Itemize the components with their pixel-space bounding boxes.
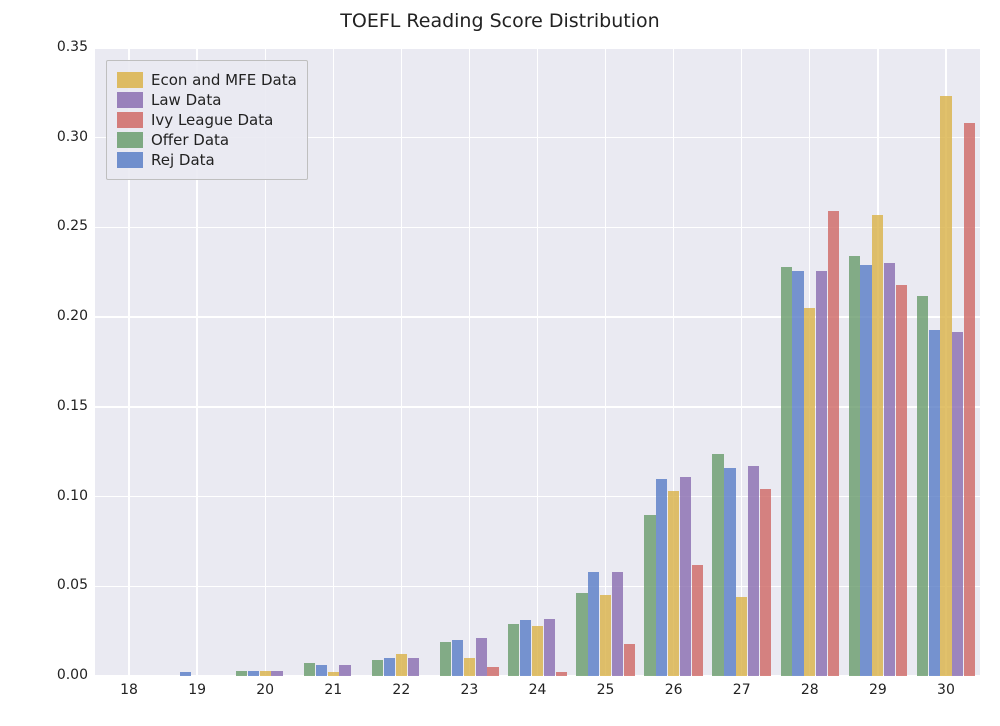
y-tick-label: 0.20 (40, 308, 88, 324)
legend-label: Ivy League Data (151, 111, 273, 129)
bar-econ (328, 672, 339, 676)
bar-ivy (624, 644, 635, 676)
legend-label: Rej Data (151, 151, 215, 169)
x-tick-label: 22 (381, 682, 421, 698)
bar-rej (656, 479, 667, 676)
x-tick-label: 21 (313, 682, 353, 698)
legend-swatch (117, 92, 143, 108)
bar-econ (532, 626, 543, 676)
x-tick-label: 25 (586, 682, 626, 698)
bar-offer (849, 256, 860, 676)
y-tick-label: 0.00 (40, 667, 88, 683)
bar-offer (372, 660, 383, 676)
bar-offer (712, 454, 723, 676)
bar-econ (736, 597, 747, 676)
bar-rej (248, 671, 259, 676)
bar-offer (917, 296, 928, 676)
bar-econ (872, 215, 883, 676)
y-tick-label: 0.05 (40, 577, 88, 593)
bar-ivy (760, 489, 771, 676)
bar-offer (508, 624, 519, 676)
bar-rej (588, 572, 599, 676)
bar-offer (440, 642, 451, 676)
bar-law (544, 619, 555, 676)
grid-line-v (333, 48, 334, 676)
bar-offer (781, 267, 792, 676)
x-tick-label: 24 (518, 682, 558, 698)
legend-item-offer: Offer Data (117, 131, 297, 149)
bar-offer (644, 515, 655, 676)
bar-econ (668, 491, 679, 676)
bar-rej (384, 658, 395, 676)
bar-offer (236, 671, 247, 676)
bar-rej (929, 330, 940, 676)
legend-swatch (117, 72, 143, 88)
grid-line-v (537, 48, 538, 676)
x-tick-label: 28 (790, 682, 830, 698)
toefl-reading-chart: TOEFL Reading Score Distribution 0.00 0.0… (0, 0, 1000, 726)
y-tick-label: 0.15 (40, 398, 88, 414)
legend-swatch (117, 152, 143, 168)
legend-label: Econ and MFE Data (151, 71, 297, 89)
grid-line-v (469, 48, 470, 676)
legend-item-rej: Rej Data (117, 151, 297, 169)
legend-label: Offer Data (151, 131, 229, 149)
y-tick-label: 0.35 (40, 39, 88, 55)
bar-law (952, 332, 963, 677)
x-tick-label: 19 (177, 682, 217, 698)
bar-law (339, 665, 350, 676)
legend-item-ivy: Ivy League Data (117, 111, 297, 129)
bar-law (884, 263, 895, 676)
bar-rej (316, 665, 327, 676)
y-tick-label: 0.30 (40, 129, 88, 145)
y-tick-label: 0.10 (40, 488, 88, 504)
bar-rej (520, 620, 531, 676)
x-tick-label: 27 (722, 682, 762, 698)
grid-line-v (741, 48, 742, 676)
bar-ivy (964, 123, 975, 676)
bar-rej (452, 640, 463, 676)
bar-offer (304, 663, 315, 676)
bar-rej (724, 468, 735, 676)
legend-item-econ: Econ and MFE Data (117, 71, 297, 89)
bar-econ (804, 308, 815, 676)
bar-ivy (828, 211, 839, 676)
bar-econ (600, 595, 611, 676)
bar-law (408, 658, 419, 676)
y-tick-label: 0.25 (40, 218, 88, 234)
bar-law (748, 466, 759, 676)
x-tick-label: 23 (449, 682, 489, 698)
bar-econ (396, 654, 407, 676)
bar-rej (792, 271, 803, 677)
bar-law (680, 477, 691, 676)
x-tick-label: 29 (858, 682, 898, 698)
legend-swatch (117, 112, 143, 128)
bar-law (271, 671, 282, 676)
bar-law (476, 638, 487, 676)
bar-ivy (692, 565, 703, 676)
bar-law (816, 271, 827, 677)
x-tick-label: 18 (109, 682, 149, 698)
grid-line-v (605, 48, 606, 676)
bar-rej (860, 265, 871, 676)
legend-item-law: Law Data (117, 91, 297, 109)
bar-econ (464, 658, 475, 676)
bar-ivy (487, 667, 498, 676)
x-tick-label: 26 (654, 682, 694, 698)
bar-law (612, 572, 623, 676)
bar-rej (180, 672, 191, 676)
bar-econ (260, 671, 271, 676)
legend-label: Law Data (151, 91, 221, 109)
bar-ivy (896, 285, 907, 676)
bar-ivy (556, 672, 567, 676)
legend-swatch (117, 132, 143, 148)
x-tick-label: 20 (245, 682, 285, 698)
chart-title: TOEFL Reading Score Distribution (0, 10, 1000, 32)
bar-offer (576, 593, 587, 676)
x-tick-label: 30 (926, 682, 966, 698)
grid-line-v (401, 48, 402, 676)
legend: Econ and MFE Data Law Data Ivy League Data… (106, 60, 308, 180)
bar-econ (940, 96, 951, 676)
